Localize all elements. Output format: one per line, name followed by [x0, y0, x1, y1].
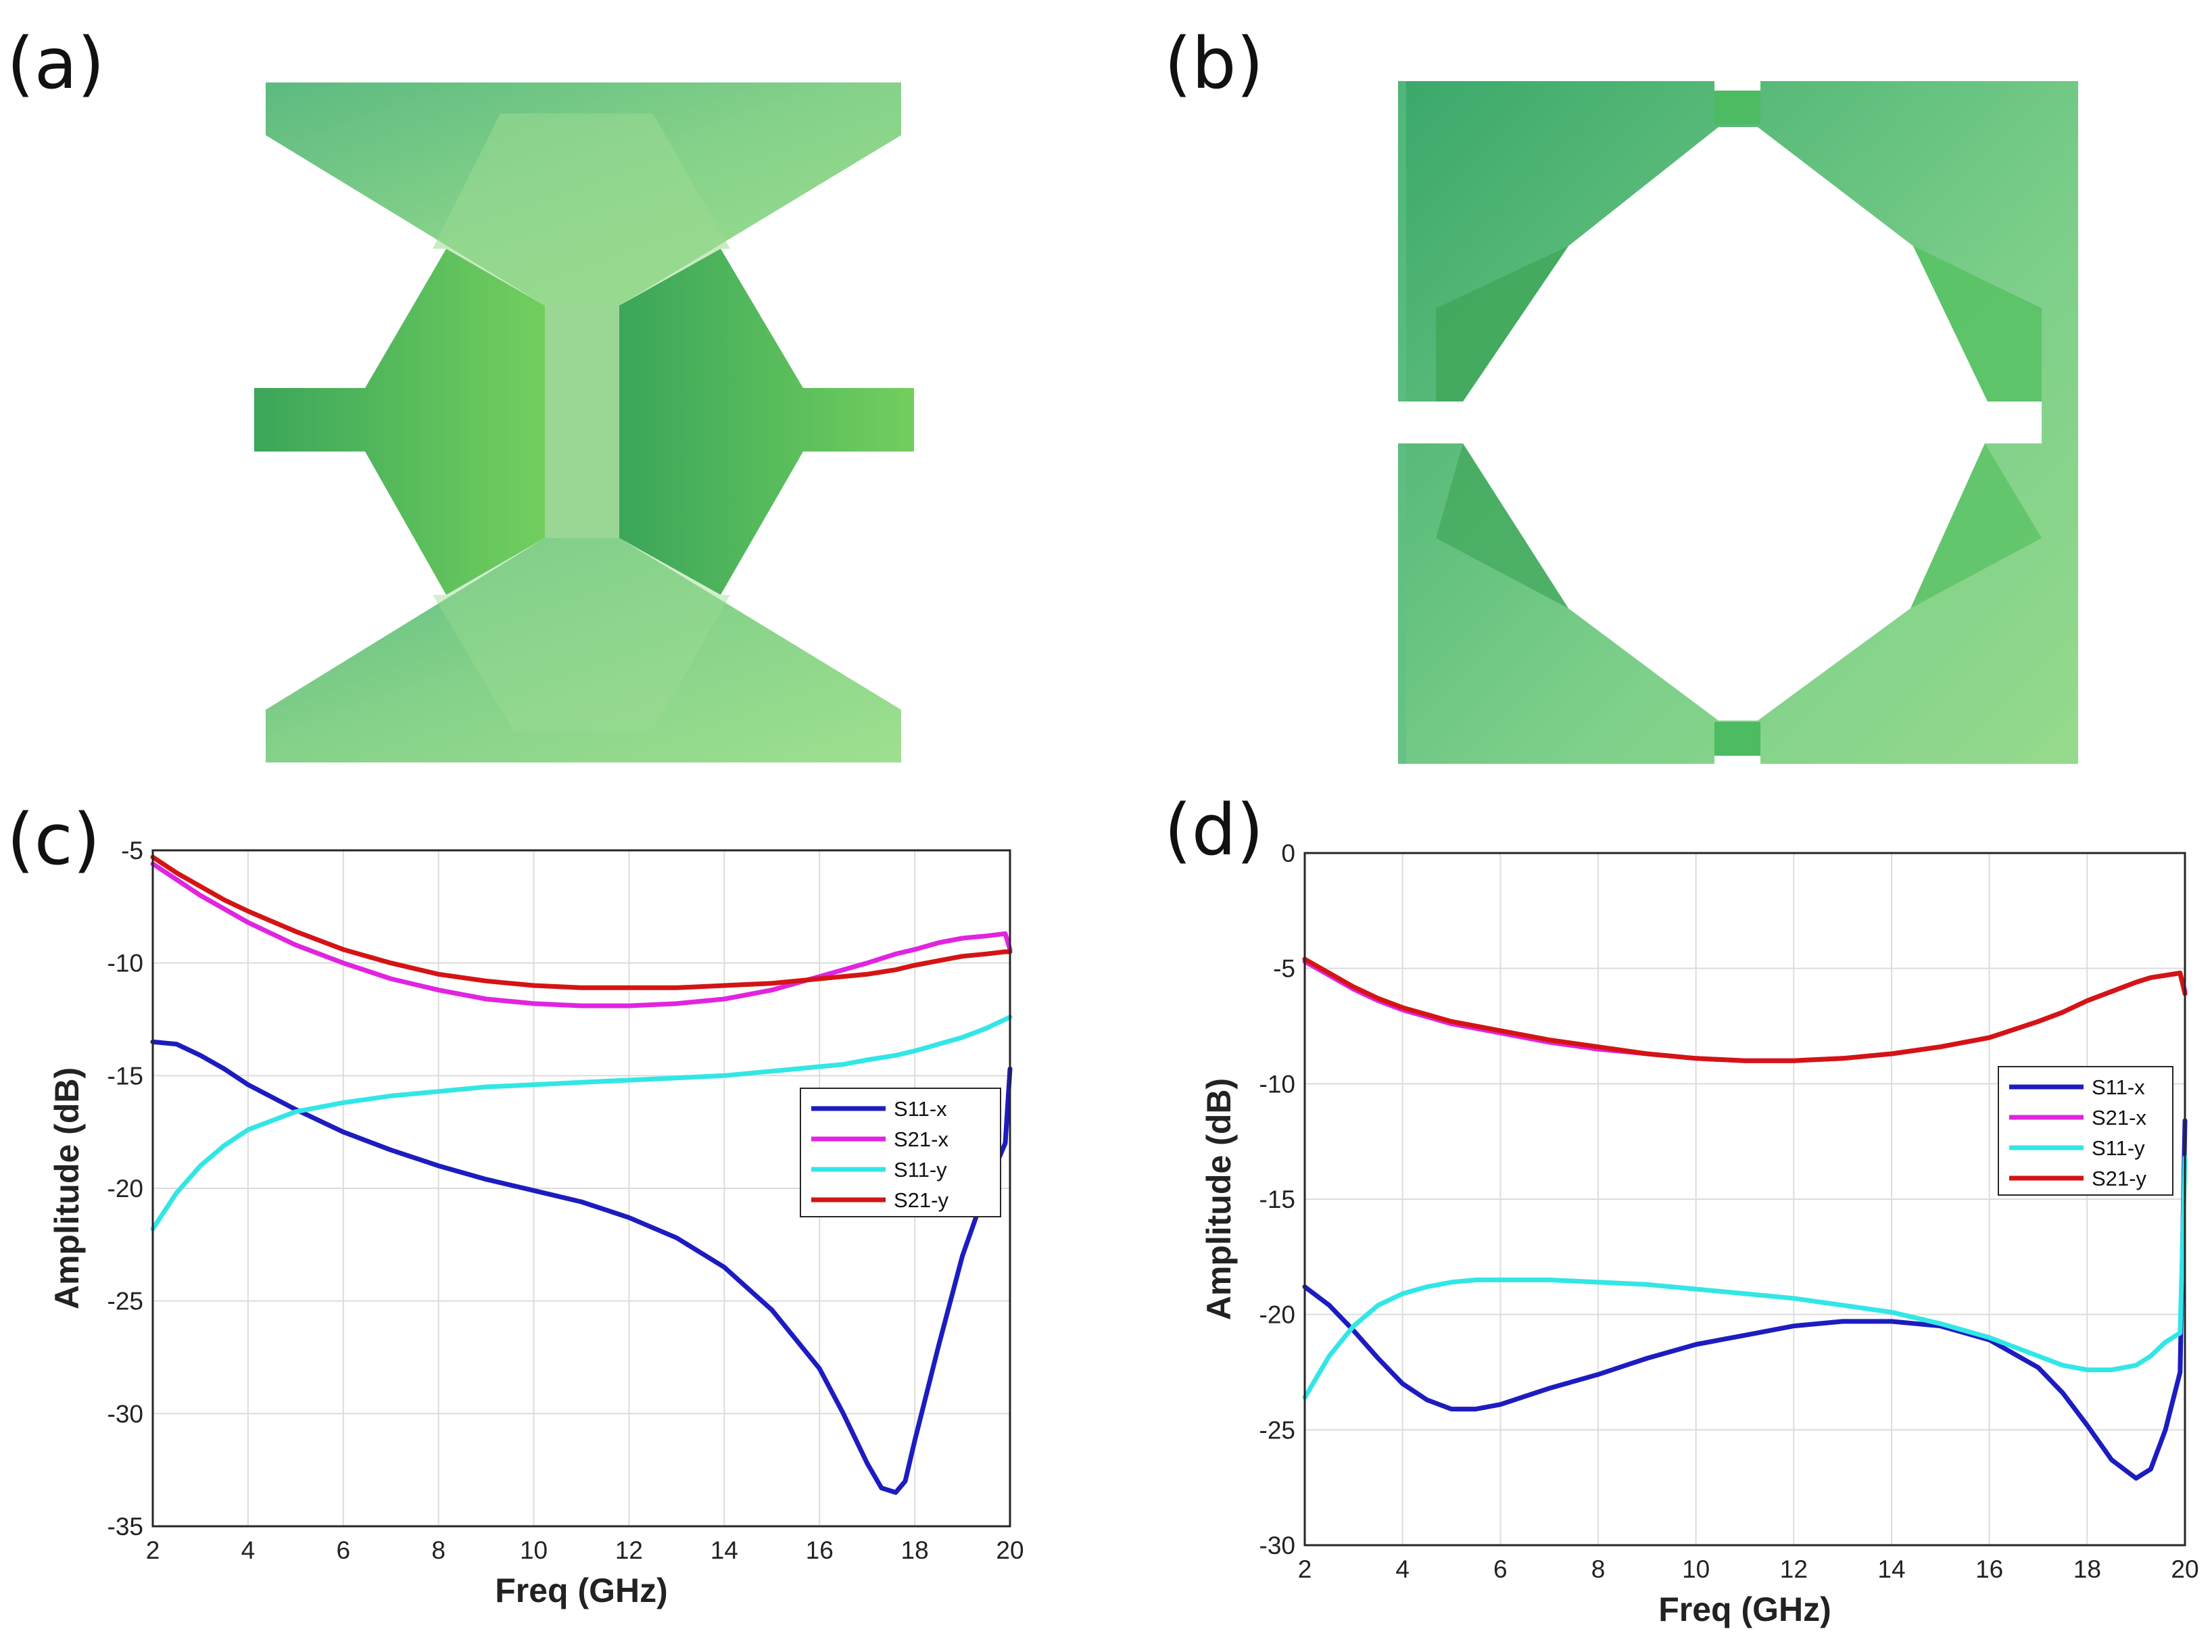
legend-label: S21-x [894, 1127, 948, 1151]
series-line-S21-x [150, 861, 1013, 1009]
x-tick-label: 2 [146, 1536, 160, 1564]
legend: S11-x S21-x S11-y S21-y [1998, 1066, 2173, 1196]
y-tick-label: -15 [107, 1062, 143, 1090]
x-tick-label: 4 [241, 1536, 256, 1564]
x-tick-label: 2 [1298, 1555, 1312, 1583]
x-tick-label: 12 [1780, 1555, 1808, 1583]
x-tick-label: 16 [1975, 1555, 2003, 1583]
x-tick-label: 14 [711, 1536, 738, 1564]
x-axis-label: Freq (GHz) [495, 1572, 668, 1609]
legend-label: S11-x [894, 1097, 947, 1121]
y-tick-label: -10 [1259, 1070, 1295, 1098]
y-axis-label: Amplitude (dB) [48, 1067, 86, 1309]
y-tick-label: -15 [1259, 1186, 1295, 1213]
y-tick-label: -30 [107, 1400, 143, 1428]
legend-label: S11-y [2092, 1136, 2145, 1160]
legend-label: S11-x [2092, 1075, 2145, 1099]
panel-label-d: (d) [1164, 789, 1264, 871]
x-tick-label: 6 [336, 1536, 350, 1564]
legend-label: S21-x [2092, 1106, 2146, 1129]
legend-label: S21-y [2092, 1167, 2146, 1190]
legend-label: S11-y [894, 1158, 947, 1182]
x-tick-label: 14 [1877, 1555, 1905, 1583]
y-tick-label: -30 [1259, 1532, 1295, 1559]
unit-cell-a [254, 82, 914, 762]
x-tick-label: 18 [901, 1536, 929, 1564]
chart-d: 2 4 6 8 10 12 14 16 18 20 -30 -25 -20 -15 -10 -5 0 Freq (… [1200, 840, 2199, 1628]
x-tick-label: 10 [1682, 1555, 1710, 1583]
y-tick-label: 0 [1281, 840, 1295, 867]
x-tick-label: 8 [1591, 1555, 1606, 1583]
x-tick-label: 10 [520, 1536, 548, 1564]
series-line-S11-x [1302, 1118, 2188, 1481]
legend-label: S21-y [894, 1188, 948, 1212]
x-tick-label: 16 [806, 1536, 834, 1564]
y-tick-label: -5 [121, 837, 143, 865]
chart-c: 2 4 6 8 10 12 14 16 18 20 -35 -30 -25 -20 -15 -10 -5 Freq… [48, 837, 1024, 1609]
axes-frame [1303, 852, 2186, 1547]
y-tick-label: -25 [1259, 1416, 1295, 1444]
y-tick-label: -25 [107, 1288, 143, 1315]
series-line-S11-x [150, 1039, 1013, 1495]
y-tick-label: -20 [107, 1175, 143, 1202]
series-line-S11-y [150, 1015, 1013, 1232]
unit-cell-b [1398, 81, 2078, 764]
x-tick-label: 4 [1395, 1555, 1410, 1583]
y-tick-label: -35 [107, 1513, 143, 1540]
panel-label-a: (a) [7, 22, 105, 105]
legend: S11-x S21-x S11-y S21-y [800, 1088, 1001, 1217]
y-tick-label: -5 [1273, 955, 1295, 983]
panel-label-c: (c) [7, 798, 100, 881]
x-tick-label: 8 [431, 1536, 446, 1564]
series-line-S21-y [1302, 956, 2188, 1063]
y-axis-label: Amplitude (dB) [1200, 1078, 1238, 1320]
y-tick-label: -10 [107, 950, 143, 977]
panel-label-b: (b) [1164, 22, 1264, 105]
axes-frame [151, 849, 1011, 1528]
x-tick-label: 20 [996, 1536, 1024, 1564]
x-tick-label: 18 [2073, 1555, 2101, 1583]
x-axis-label: Freq (GHz) [1658, 1590, 1831, 1628]
x-tick-label: 12 [615, 1536, 643, 1564]
y-tick-label: -20 [1259, 1301, 1295, 1329]
series-line-S11-y [1302, 1155, 2188, 1400]
x-tick-label: 20 [2171, 1555, 2198, 1583]
series-line-S21-y [150, 854, 1013, 990]
x-tick-label: 6 [1493, 1555, 1508, 1583]
